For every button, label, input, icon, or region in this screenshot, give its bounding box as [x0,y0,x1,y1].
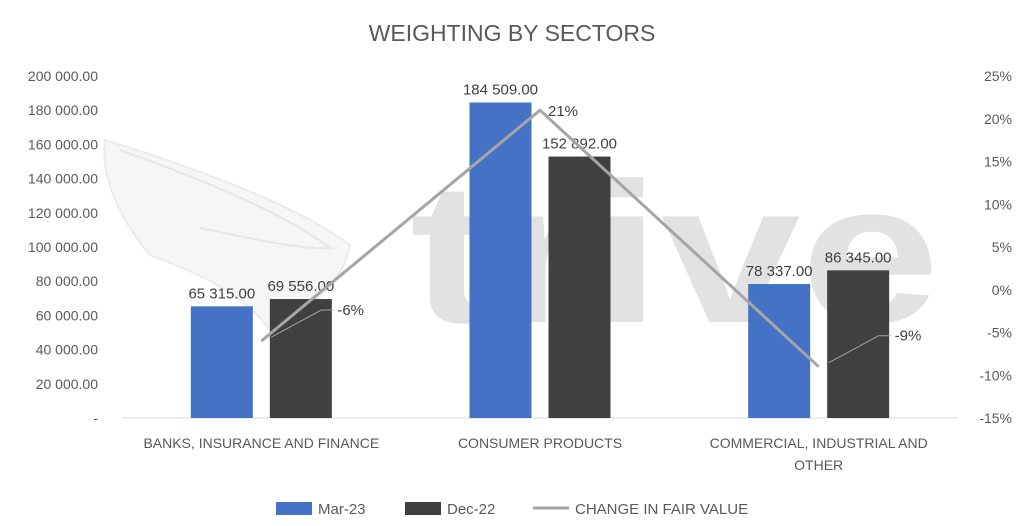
bar-series: 65 315.00 69 556.00 184 509.00 152 892.00 78… [188,81,892,418]
legend: Mar-23 Dec-22 CHANGE IN FAIR VALUE [276,501,748,518]
y-tick-label: 200 000.00 [28,68,98,84]
y-tick-label: 100 000.00 [28,239,98,255]
y2-tick-label: -10% [979,367,1012,383]
y-tick-label: 180 000.00 [28,102,98,118]
y2-tick-label: 25% [984,68,1012,84]
category-label: COMMERCIAL, INDUSTRIAL AND OTHER [710,435,928,473]
y-tick-label: - [93,410,98,426]
y-tick-label: 80 000.00 [36,273,98,289]
bar-data-label: 78 337.00 [746,263,813,280]
line-data-label: -6% [337,302,364,319]
line-label-leader [828,335,891,364]
y2-tick-label: 5% [992,239,1012,255]
y2-tick-label: 10% [984,196,1012,212]
y2-tick-label: 20% [984,111,1012,127]
legend-label: Mar-23 [318,501,366,518]
y2-tick-label: 0% [992,282,1012,298]
bar [827,270,890,418]
bar-data-label: 184 509.00 [463,81,538,98]
line-label-leader [271,309,334,338]
category-label: BANKS, INSURANCE AND FINANCE [143,435,379,451]
legend-swatch [405,502,441,515]
right-axis: -15% -10% -5% 0% 5% 10% 15% 20% 25% [979,68,1012,426]
bar [548,156,611,418]
legend-swatch [276,502,312,515]
left-axis: - 20 000.00 40 000.00 60 000.00 80 000.00 100… [28,68,98,426]
y2-tick-label: -15% [979,410,1012,426]
bar [469,102,532,418]
bar-data-label: 152 892.00 [542,136,617,153]
category-label: CONSUMER PRODUCTS [458,435,622,451]
bar-data-label: 65 315.00 [188,285,255,302]
bar [269,299,332,418]
y-tick-label: 140 000.00 [28,171,98,187]
y-tick-label: 160 000.00 [28,136,98,152]
y-tick-label: 20 000.00 [36,376,98,392]
y-tick-label: 40 000.00 [36,342,98,358]
y2-tick-label: 15% [984,154,1012,170]
y2-tick-label: -5% [987,325,1012,341]
bar [190,306,253,418]
legend-label: CHANGE IN FAIR VALUE [575,501,748,518]
line-data-label: -9% [895,328,922,345]
y-tick-label: 60 000.00 [36,307,98,323]
category-labels: BANKS, INSURANCE AND FINANCE CONSUMER PRO… [143,435,927,473]
line-data-label: 21% [548,103,578,120]
line-series: -6% 21% -9% [260,103,922,368]
legend-label: Dec-22 [447,501,495,518]
bar-data-label: 86 345.00 [825,249,892,266]
chart-title: WEIGHTING BY SECTORS [369,20,656,46]
y-tick-label: 120 000.00 [28,205,98,221]
bar-data-label: 69 556.00 [267,278,334,295]
line-path [260,108,820,368]
